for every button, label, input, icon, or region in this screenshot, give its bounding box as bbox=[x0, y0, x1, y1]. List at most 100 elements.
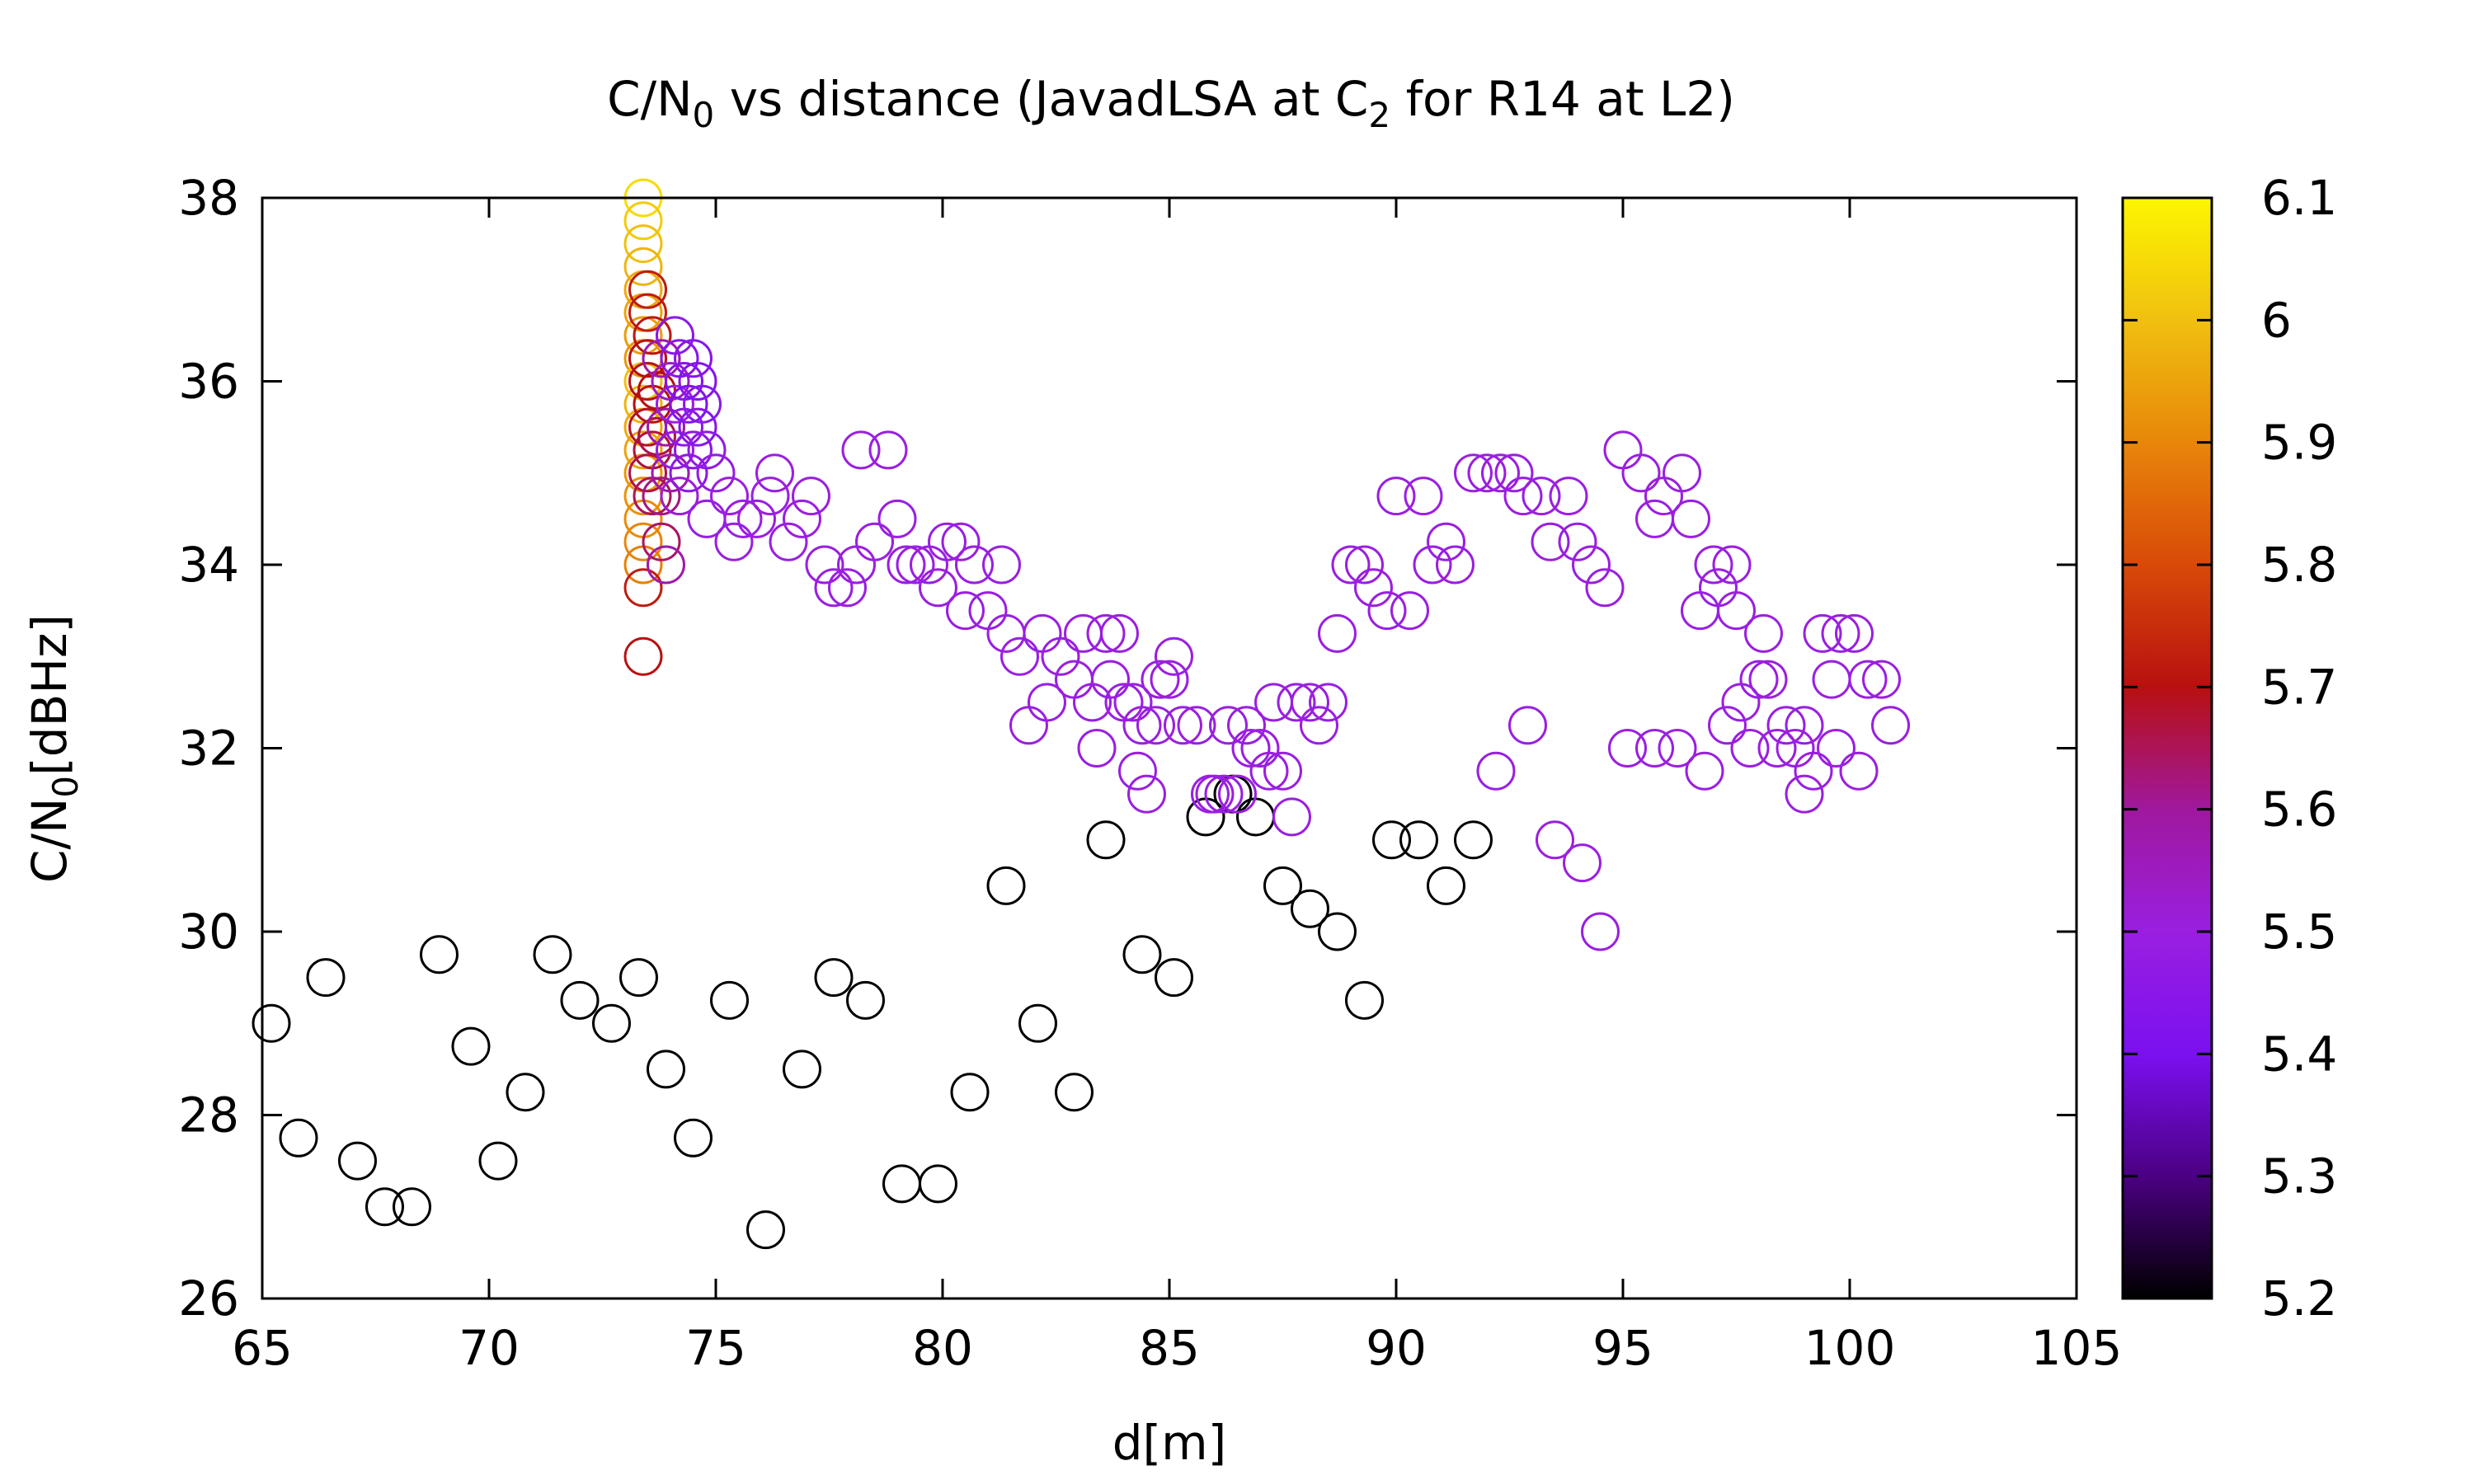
y-tick-label: 26 bbox=[178, 1270, 239, 1327]
x-tick-label: 85 bbox=[1139, 1320, 1200, 1376]
data-point bbox=[816, 960, 852, 996]
colorbar-tick-label: 5.9 bbox=[2261, 415, 2337, 471]
data-point bbox=[757, 455, 793, 491]
data-point bbox=[625, 638, 661, 674]
ylabel-sub: 0 bbox=[45, 776, 86, 798]
data-point bbox=[594, 1005, 630, 1041]
data-point bbox=[1841, 753, 1877, 789]
y-tick-label: 38 bbox=[178, 170, 239, 226]
colorbar-tick-label: 5.5 bbox=[2261, 904, 2337, 960]
data-point bbox=[748, 1212, 784, 1248]
data-point bbox=[1120, 753, 1156, 789]
x-tick-label: 95 bbox=[1592, 1320, 1653, 1376]
data-point bbox=[884, 1166, 920, 1202]
data-point bbox=[1818, 730, 1855, 767]
data-point bbox=[625, 547, 661, 583]
x-axis-ticks: 65 70 75 80 85 90 95 100 105 bbox=[232, 198, 2122, 1376]
data-point bbox=[784, 1051, 821, 1087]
data-point bbox=[948, 593, 984, 629]
data-point bbox=[1741, 661, 1777, 697]
data-point bbox=[1124, 937, 1160, 973]
title-sub2: 2 bbox=[1368, 95, 1390, 135]
data-point bbox=[1405, 478, 1442, 514]
data-point bbox=[1813, 661, 1850, 697]
scatter-chart: C/N0 vs distance (JavadLSA at C2 for R14… bbox=[0, 0, 2474, 1484]
data-point bbox=[308, 960, 344, 996]
data-point bbox=[716, 524, 752, 560]
data-point bbox=[280, 1120, 317, 1156]
x-tick-label: 105 bbox=[2031, 1320, 2123, 1376]
data-point bbox=[1750, 661, 1786, 697]
scatter-points bbox=[253, 180, 1909, 1248]
data-point bbox=[920, 1166, 957, 1202]
data-point bbox=[480, 1143, 516, 1179]
colorbar bbox=[2123, 198, 2212, 1298]
data-point bbox=[1056, 1074, 1093, 1111]
title-tail: for R14 at L2) bbox=[1390, 71, 1735, 127]
data-point bbox=[1873, 707, 1909, 744]
data-point bbox=[625, 570, 661, 606]
data-point bbox=[621, 960, 657, 996]
x-tick-label: 70 bbox=[459, 1320, 520, 1376]
colorbar-tick-label: 5.4 bbox=[2261, 1026, 2337, 1082]
data-point bbox=[870, 432, 906, 468]
data-point bbox=[1746, 615, 1782, 651]
data-point bbox=[952, 1074, 988, 1111]
data-point bbox=[1456, 822, 1492, 858]
data-point bbox=[1274, 799, 1310, 835]
data-point bbox=[1478, 753, 1514, 789]
x-tick-label: 90 bbox=[1366, 1320, 1427, 1376]
data-point bbox=[394, 1189, 430, 1225]
data-point bbox=[625, 226, 661, 262]
data-point bbox=[675, 1120, 712, 1156]
x-tick-label: 100 bbox=[1804, 1320, 1896, 1376]
data-point bbox=[1151, 661, 1188, 697]
data-point bbox=[1392, 593, 1428, 629]
data-point bbox=[534, 937, 571, 973]
colorbar-tick-label: 6 bbox=[2261, 292, 2292, 348]
data-point bbox=[625, 500, 661, 537]
data-point bbox=[1564, 845, 1601, 881]
data-point bbox=[712, 982, 748, 1018]
data-point bbox=[988, 867, 1024, 904]
colorbar-tick-label: 5.2 bbox=[2261, 1270, 2337, 1327]
ylabel-main: C/N bbox=[21, 798, 78, 883]
data-point bbox=[1550, 478, 1587, 514]
data-point bbox=[1256, 684, 1292, 721]
data-point bbox=[1510, 707, 1546, 744]
ylabel-tail: [dBHz] bbox=[21, 614, 78, 776]
data-point bbox=[1065, 615, 1102, 651]
data-point bbox=[793, 478, 830, 514]
title-main: C/N bbox=[607, 71, 692, 127]
chart-title: C/N0 vs distance (JavadLSA at C2 for R14… bbox=[607, 71, 1735, 135]
data-point bbox=[1686, 753, 1723, 789]
plot-frame bbox=[262, 198, 2077, 1298]
title-sub1: 0 bbox=[693, 95, 715, 135]
data-point bbox=[1347, 982, 1383, 1018]
data-point bbox=[421, 937, 458, 973]
data-point bbox=[1428, 867, 1465, 904]
colorbar-tick-label: 5.7 bbox=[2261, 659, 2337, 715]
data-point bbox=[1664, 455, 1700, 491]
data-point bbox=[1319, 913, 1356, 950]
data-point bbox=[1637, 730, 1673, 767]
y-axis-label: C/N0[dBHz] bbox=[21, 614, 86, 883]
y-tick-label: 32 bbox=[178, 721, 239, 777]
data-point bbox=[1623, 455, 1659, 491]
data-point bbox=[1011, 707, 1047, 744]
data-point bbox=[857, 524, 893, 560]
data-point bbox=[1401, 822, 1437, 858]
data-point bbox=[848, 982, 884, 1018]
data-point bbox=[453, 1028, 489, 1064]
data-point bbox=[1682, 593, 1719, 629]
y-tick-label: 28 bbox=[178, 1087, 239, 1144]
colorbar-tick-label: 5.6 bbox=[2261, 782, 2337, 838]
data-point bbox=[1020, 1005, 1056, 1041]
data-point bbox=[1637, 500, 1673, 537]
y-tick-label: 30 bbox=[178, 904, 239, 960]
data-point bbox=[984, 547, 1020, 583]
data-point bbox=[1024, 615, 1061, 651]
data-point bbox=[1437, 547, 1474, 583]
data-point bbox=[562, 982, 598, 1018]
y-axis-ticks: 26 28 30 32 34 36 38 bbox=[178, 170, 2077, 1327]
